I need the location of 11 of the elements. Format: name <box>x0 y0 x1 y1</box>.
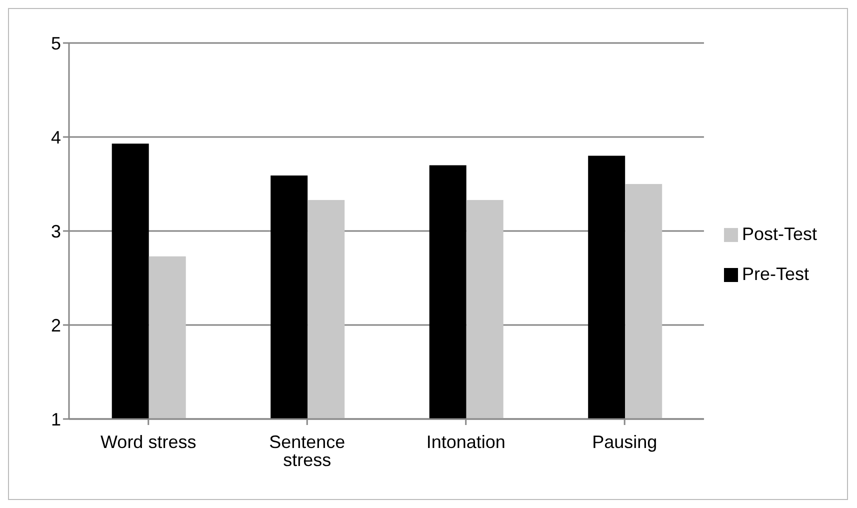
x-tick-label: Word stress <box>100 432 196 452</box>
y-tick-label: 3 <box>50 221 61 242</box>
x-tick-label: Pausing <box>592 432 658 452</box>
y-tick-label: 5 <box>50 33 61 54</box>
y-tick-label: 4 <box>50 127 61 148</box>
legend-label: Pre-Test <box>742 264 809 284</box>
y-tick-label: 1 <box>50 409 61 430</box>
x-tick-label: Intonation <box>426 432 506 452</box>
x-tick-label: Sentence stress <box>269 432 346 470</box>
y-tick-label: 2 <box>50 315 61 336</box>
legend-label: Post-Test <box>742 224 817 244</box>
